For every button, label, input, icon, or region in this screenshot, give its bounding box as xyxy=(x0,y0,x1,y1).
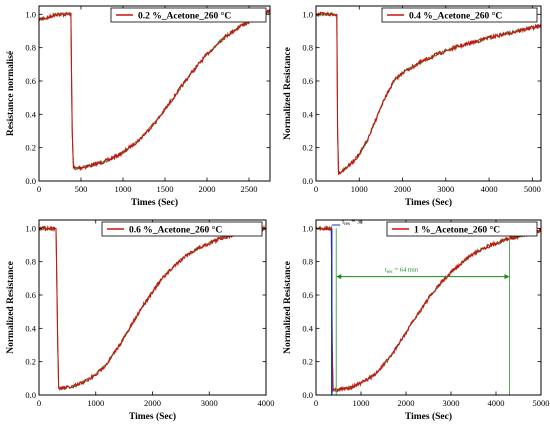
x-tick-label: 4000 xyxy=(481,184,498,194)
y-tick-label: 0.8 xyxy=(302,43,313,53)
x-tick-label: 0 xyxy=(37,184,41,194)
y-tick-label: 1.0 xyxy=(302,223,313,233)
y-tick-label: 0.6 xyxy=(25,290,36,300)
y-tick-label: 0.4 xyxy=(302,109,313,119)
x-tick-label: 2500 xyxy=(241,184,258,194)
plot-frame xyxy=(38,5,271,182)
x-tick-label: 2000 xyxy=(144,398,161,408)
plot-frame xyxy=(315,5,542,182)
y-tick-label: 0.8 xyxy=(25,257,36,267)
y-tick-label: 0.6 xyxy=(302,290,313,300)
x-axis-label: Times (Sec) xyxy=(131,197,178,208)
x-tick-label: 500 xyxy=(75,184,88,194)
y-axis-label: Normalized Resistance xyxy=(6,261,16,354)
x-tick-label: 1500 xyxy=(157,184,174,194)
y-tick-label: 0.2 xyxy=(25,357,36,367)
x-tick-label: 3000 xyxy=(201,398,218,408)
legend-entry: 0.6 %_Acetone_260 °C xyxy=(129,225,222,236)
y-tick-label: 0.4 xyxy=(25,109,36,119)
y-tick-label: 0.2 xyxy=(302,143,313,153)
chart-panel-1: 0 500 1000 1500 2000 2500 0.0 0.2 0.4 0.6 0.8 1.0 Ti… xyxy=(6,5,271,208)
y-axis-label: Normalized Resistance xyxy=(283,47,293,140)
t-rec-arrowhead-left xyxy=(336,274,342,280)
series-line xyxy=(315,225,542,393)
x-tick-label: 5000 xyxy=(524,184,541,194)
x-tick-label: 0 xyxy=(37,398,41,408)
plot-frame xyxy=(38,219,267,396)
x-tick-label: 3000 xyxy=(443,398,460,408)
legend-entry: 0.2 %_Acetone_260 °C xyxy=(138,11,231,22)
series-line-shadow xyxy=(315,11,542,176)
series-line-shadow xyxy=(38,10,271,171)
plot-frame xyxy=(315,219,542,396)
y-tick-label: 1.0 xyxy=(302,9,313,19)
series-line-shadow xyxy=(315,225,542,393)
x-tick-label: 0 xyxy=(314,184,318,194)
x-tick-label: 0 xyxy=(314,398,318,408)
series-line xyxy=(38,9,271,172)
x-axis-label: Times (Sec) xyxy=(129,411,176,422)
x-tick-label: 1000 xyxy=(115,184,132,194)
x-tick-label: 2000 xyxy=(394,184,411,194)
y-tick-label: 0.4 xyxy=(25,323,36,333)
y-axis-label: Normalized Resistance xyxy=(283,261,293,354)
chart-panel-2: 0 1000 2000 3000 4000 5000 0.0 0.2 0.4 0.6 0.8 1.0 T… xyxy=(283,5,542,208)
series-line xyxy=(315,11,542,175)
t-rec-arrowhead-right xyxy=(504,274,510,280)
x-tick-label: 2000 xyxy=(199,184,216,194)
legend-box xyxy=(386,221,538,237)
x-tick-label: 1000 xyxy=(353,398,370,408)
y-tick-label: 0.0 xyxy=(25,176,36,186)
y-tick-label: 0.4 xyxy=(302,323,313,333)
y-tick-label: 0.0 xyxy=(302,390,313,400)
legend-box xyxy=(110,7,267,23)
y-tick-label: 0.6 xyxy=(25,76,36,86)
y-tick-label: 0.2 xyxy=(302,357,313,367)
chart-panel-3: 0 1000 2000 3000 4000 0.0 0.2 0.4 0.6 0.8 1.0 Times… xyxy=(6,219,275,422)
legend-entry: 0.4 %_Acetone_260 °C xyxy=(409,11,502,22)
y-tick-label: 1.0 xyxy=(25,223,36,233)
x-tick-label: 5000 xyxy=(533,398,550,408)
x-axis-label: Times (Sec) xyxy=(405,411,452,422)
t-res-label: tres = 3s xyxy=(342,218,363,227)
y-tick-label: 1.0 xyxy=(25,9,36,19)
series-line xyxy=(38,224,267,391)
t-rec-label: trec = 64 min xyxy=(385,267,419,276)
y-tick-label: 0.2 xyxy=(25,143,36,153)
x-tick-label: 3000 xyxy=(437,184,454,194)
y-tick-label: 0.8 xyxy=(25,43,36,53)
legend-entry: 1 %_Acetone_260 °C xyxy=(414,225,500,236)
x-tick-label: 2000 xyxy=(398,398,415,408)
y-tick-label: 0.8 xyxy=(302,257,313,267)
series-line-shadow xyxy=(38,224,267,392)
x-tick-label: 1000 xyxy=(87,398,104,408)
legend-box xyxy=(101,221,263,237)
y-axis-label: Resistance normalisé xyxy=(6,51,16,136)
legend-box xyxy=(381,7,538,23)
y-tick-label: 0.6 xyxy=(302,76,313,86)
y-tick-label: 0.0 xyxy=(302,176,313,186)
y-tick-label: 0.0 xyxy=(25,390,36,400)
x-tick-label: 1000 xyxy=(351,184,368,194)
x-tick-label: 4000 xyxy=(258,398,275,408)
x-tick-label: 4000 xyxy=(488,398,505,408)
chart-panel-4: tres = 3s trec = 64 min 0 1000 2000 3000 4000 5… xyxy=(283,218,550,422)
x-axis-label: Times (Sec) xyxy=(405,197,452,208)
